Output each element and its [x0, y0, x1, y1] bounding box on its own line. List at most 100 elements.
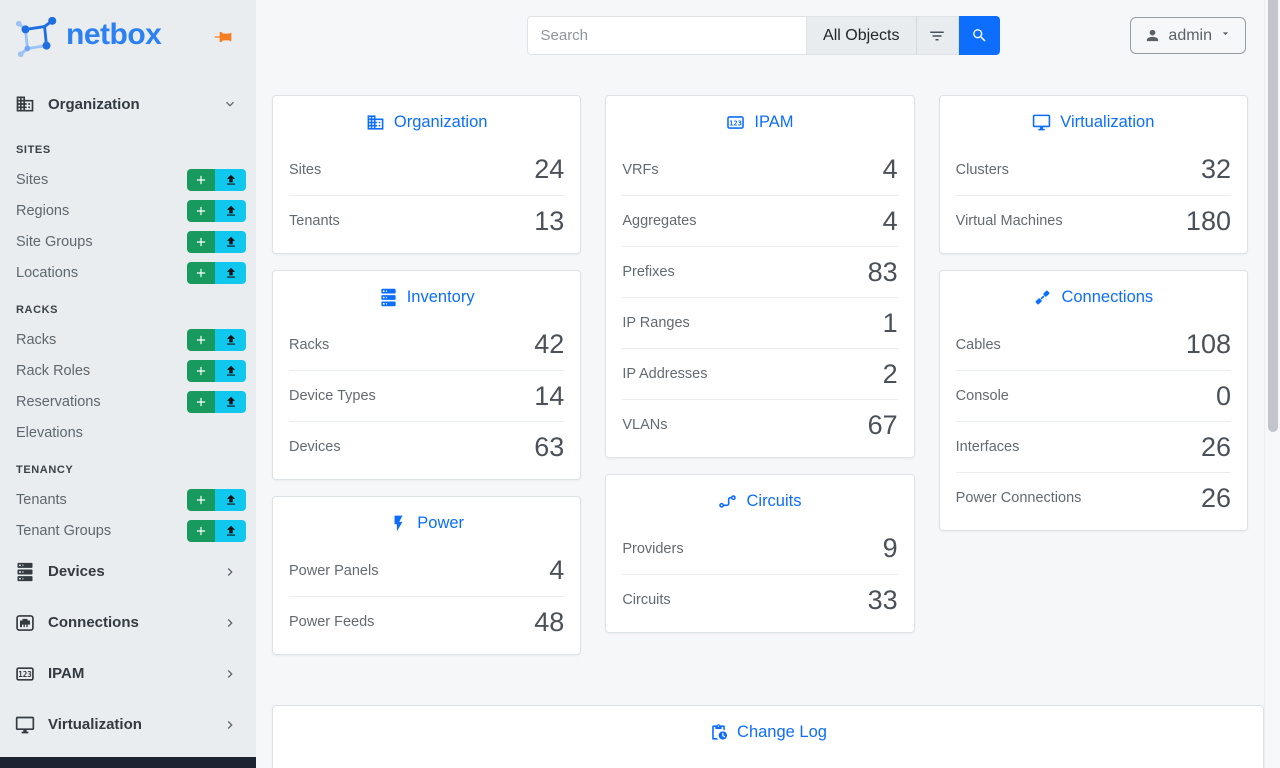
stat-label[interactable]: Racks — [289, 336, 330, 353]
stat-label[interactable]: Power Feeds — [289, 614, 375, 630]
add-button[interactable] — [187, 359, 215, 382]
stat-label[interactable]: Sites — [289, 161, 322, 178]
stat-value[interactable]: 63 — [534, 431, 565, 462]
plus-icon — [196, 237, 206, 246]
stat-label[interactable]: Cables — [955, 336, 1001, 353]
add-button[interactable] — [187, 328, 215, 351]
stat-label[interactable]: Devices — [289, 439, 341, 455]
page-scrollbar-thumb[interactable] — [1268, 0, 1278, 432]
stat-row-power-feeds: Power Feeds 48 — [289, 596, 565, 647]
stat-label[interactable]: VLANs — [622, 417, 668, 433]
stat-label[interactable]: Virtual Machines — [955, 213, 1063, 229]
add-button[interactable] — [187, 261, 215, 284]
caret-down-icon — [1219, 27, 1232, 45]
stat-row-console: Console 0 — [955, 370, 1231, 421]
sidebar-item-link[interactable]: Locations — [16, 264, 79, 281]
stat-value[interactable]: 32 — [1200, 154, 1231, 184]
stat-value[interactable]: 33 — [867, 584, 898, 615]
sidebar-item-tenants: Tenants — [0, 484, 256, 515]
stat-label[interactable]: Device Types — [289, 388, 376, 404]
card-title-link[interactable]: Organization — [393, 113, 488, 131]
sidebar-item-link[interactable]: Elevations — [16, 424, 83, 441]
stat-label[interactable]: Aggregates — [622, 213, 697, 229]
stat-value[interactable]: 2 — [882, 358, 898, 389]
stat-value[interactable]: 9 — [882, 533, 898, 563]
card-title-link[interactable]: Power — [417, 514, 465, 532]
sidebar-menu-devices[interactable]: Devices — [0, 546, 256, 597]
add-button[interactable] — [187, 230, 215, 253]
sidebar-item-link[interactable]: Tenants — [16, 491, 67, 508]
user-menu-button[interactable]: admin — [1130, 17, 1246, 54]
stat-value[interactable]: 13 — [534, 205, 565, 236]
stat-value[interactable]: 42 — [534, 329, 565, 359]
import-button[interactable] — [215, 359, 246, 382]
stat-value[interactable]: 14 — [534, 380, 565, 411]
add-button[interactable] — [187, 390, 215, 413]
stat-label[interactable]: Interfaces — [955, 439, 1020, 455]
import-button[interactable] — [215, 328, 246, 351]
stat-value[interactable]: 24 — [534, 154, 565, 184]
page-scrollbar[interactable] — [1264, 0, 1280, 768]
stat-label[interactable]: Console — [955, 388, 1009, 404]
sidebar-item-link[interactable]: Regions — [16, 202, 70, 219]
sidebar-menu-organization[interactable]: Organization — [0, 86, 256, 122]
import-button[interactable] — [215, 199, 246, 222]
sidebar-menu-devices-label: Devices — [48, 563, 105, 580]
stat-value[interactable]: 1 — [882, 307, 898, 338]
stat-value[interactable]: 48 — [534, 606, 565, 637]
netbox-logo[interactable]: netbox — [14, 17, 162, 59]
stat-label[interactable]: Providers — [622, 540, 684, 557]
stat-label[interactable]: Tenants — [289, 213, 340, 229]
add-button[interactable] — [187, 488, 215, 511]
sidebar-item-link[interactable]: Sites — [16, 171, 49, 188]
search-scope-select[interactable]: All Objects — [806, 16, 916, 55]
stat-label[interactable]: IP Addresses — [622, 366, 708, 382]
sidebar-menu-ipam[interactable]: 123 IPAM — [0, 648, 256, 699]
search-button[interactable] — [958, 16, 1000, 55]
card-title-link[interactable]: Inventory — [406, 288, 475, 306]
import-button[interactable] — [215, 390, 246, 413]
add-button[interactable] — [187, 199, 215, 222]
stat-value[interactable]: 67 — [867, 409, 898, 440]
stat-value[interactable]: 4 — [882, 205, 898, 236]
sidebar-pin-button[interactable] — [212, 27, 234, 49]
import-button[interactable] — [215, 488, 246, 511]
sidebar-menu-virtualization[interactable]: Virtualization — [0, 699, 256, 750]
stat-label[interactable]: Prefixes — [622, 264, 675, 280]
card-title-link[interactable]: Circuits — [746, 492, 802, 510]
stat-value[interactable]: 26 — [1200, 431, 1231, 462]
stat-value[interactable]: 26 — [1200, 482, 1231, 513]
import-button[interactable] — [215, 519, 246, 542]
sidebar-item-link[interactable]: Racks — [16, 331, 57, 348]
stat-label[interactable]: IP Ranges — [622, 315, 690, 331]
sidebar-item-link[interactable]: Site Groups — [16, 233, 93, 250]
stat-label[interactable]: VRFs — [622, 161, 659, 178]
sidebar-item-link[interactable]: Tenant Groups — [16, 522, 112, 539]
card-title-link[interactable]: Connections — [1061, 288, 1154, 306]
sidebar-item-link[interactable]: Rack Roles — [16, 362, 91, 379]
stat-label[interactable]: Power Panels — [289, 562, 379, 579]
stat-value[interactable]: 4 — [882, 154, 898, 184]
add-button[interactable] — [187, 519, 215, 542]
stat-value[interactable]: 4 — [549, 555, 565, 585]
import-button[interactable] — [215, 261, 246, 284]
card-title-link[interactable]: IPAM — [754, 113, 794, 131]
sidebar-item-link[interactable]: Reservations — [16, 393, 101, 410]
search-input[interactable] — [526, 16, 807, 55]
stat-value[interactable]: 83 — [867, 256, 898, 287]
sidebar-menu-connections[interactable]: Connections — [0, 597, 256, 648]
stat-row-ip-ranges: IP Ranges 1 — [622, 297, 898, 348]
stat-value[interactable]: 180 — [1185, 205, 1231, 236]
stat-label[interactable]: Power Connections — [955, 490, 1082, 506]
filter-button[interactable] — [915, 16, 959, 55]
card-title-link[interactable]: Virtualization — [1060, 113, 1155, 131]
stat-value[interactable]: 108 — [1185, 329, 1231, 359]
change-log-title-link[interactable]: Change Log — [737, 723, 827, 741]
stat-value[interactable]: 0 — [1215, 380, 1231, 411]
import-button[interactable] — [215, 230, 246, 253]
stat-label[interactable]: Clusters — [955, 161, 1009, 178]
transit-connection-icon — [718, 492, 737, 511]
stat-label[interactable]: Circuits — [622, 592, 671, 608]
import-button[interactable] — [215, 168, 246, 191]
add-button[interactable] — [187, 168, 215, 191]
